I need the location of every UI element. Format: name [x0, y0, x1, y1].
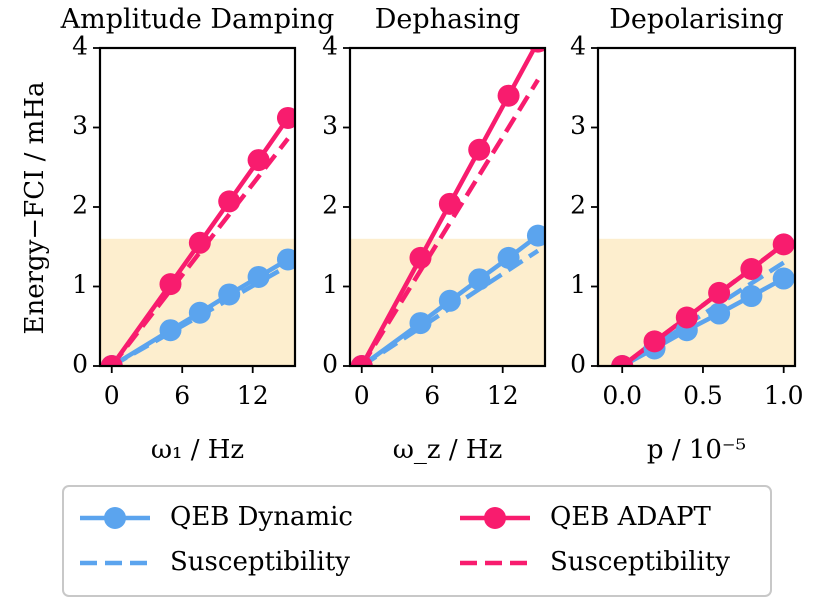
amplitude-damping-adapt-susceptibility-line	[109, 137, 290, 366]
depolarising-xlabel: p / 10⁻⁵	[647, 435, 746, 465]
depolarising-xtick-label: 1.0	[764, 381, 804, 410]
legend-dynamic-marker	[104, 507, 126, 529]
legend-adapt-susceptibility-label: Susceptibility	[550, 547, 730, 577]
dephasing-xtick-label: 6	[424, 381, 440, 410]
legend-adapt-label: QEB ADAPT	[550, 502, 712, 532]
amplitude-damping-ytick-label: 2	[72, 191, 88, 220]
amplitude-damping-adapt-point	[247, 149, 270, 172]
amplitude-damping-xtick-label: 0	[104, 381, 120, 410]
amplitude-damping-adapt-point	[100, 355, 123, 366]
depolarising-ytick-label: 1	[570, 270, 586, 299]
amplitude-damping-dynamic-point	[276, 248, 295, 271]
dephasing-adapt-point	[409, 246, 432, 269]
dephasing-adapt-point	[350, 355, 373, 366]
dephasing-ytick-label: 3	[322, 111, 338, 140]
depolarising-adapt-point	[643, 330, 666, 353]
dephasing-plot-area	[350, 48, 545, 366]
dephasing-adapt-point	[528, 48, 545, 53]
amplitude-damping-xtick-label: 12	[237, 381, 269, 410]
panel-depolarising: 0 1 2 3 4 0.0 0.5 1.0 Depolarising p / 10⁻⁵	[570, 4, 803, 465]
legend-dynamic-label: QEB Dynamic	[170, 502, 353, 532]
dephasing-dynamic-point	[409, 312, 432, 335]
depolarising-ytick-label: 0	[570, 350, 586, 379]
dephasing-dynamic-point	[438, 289, 461, 312]
amplitude-damping-adapt-point	[159, 273, 182, 296]
depolarising-ytick-label: 3	[570, 111, 586, 140]
amplitude-damping-ytick-label: 0	[72, 350, 88, 379]
depolarising-xtick-label: 0.5	[683, 381, 723, 410]
depolarising-adapt-point	[740, 258, 763, 281]
dephasing-ytick-label: 4	[322, 32, 338, 61]
dephasing-ytick-label: 1	[322, 270, 338, 299]
depolarising-adapt-point	[675, 306, 698, 329]
dephasing-xtick-label: 0	[354, 381, 370, 410]
amplitude-damping-adapt-point	[188, 231, 211, 254]
amplitude-damping-dynamic-point	[247, 265, 270, 288]
amplitude-damping-title: Amplitude Damping	[60, 4, 335, 35]
dephasing-dynamic-point	[468, 268, 491, 291]
dephasing-title: Dephasing	[375, 4, 521, 35]
dephasing-adapt-point	[497, 84, 520, 107]
amplitude-damping-adapt-point	[218, 190, 241, 213]
depolarising-xtick-label: 0.0	[602, 381, 642, 410]
dephasing-ytick-label: 0	[322, 350, 338, 379]
dephasing-adapt-point	[438, 192, 461, 215]
dephasing-dynamic-point	[497, 246, 520, 269]
depolarising-dynamic-point	[740, 285, 763, 308]
dephasing-dynamic-point	[526, 224, 545, 247]
depolarising-ytick-label: 2	[570, 191, 586, 220]
amplitude-damping-dynamic-point	[218, 283, 241, 306]
amplitude-damping-ytick-label: 3	[72, 111, 88, 140]
depolarising-dynamic-point	[708, 302, 731, 325]
amplitude-damping-xlabel: ω₁ / Hz	[151, 435, 244, 465]
legend-frame	[62, 485, 772, 597]
amplitude-damping-dynamic-point	[188, 301, 211, 324]
amplitude-damping-ytick-label: 1	[72, 270, 88, 299]
dephasing-adapt-susceptibility-line	[359, 78, 540, 366]
amplitude-damping-xtick-label: 6	[174, 381, 190, 410]
legend: QEB Dynamic Susceptibility QEB ADAPT Sus…	[62, 485, 772, 597]
dephasing-xtick-label: 12	[487, 381, 519, 410]
amplitude-damping-adapt-point	[276, 106, 295, 129]
dephasing-ytick-label: 2	[322, 191, 338, 220]
dephasing-xlabel: ω_z / Hz	[393, 435, 503, 465]
legend-dynamic-susceptibility-label: Susceptibility	[170, 547, 350, 577]
depolarising-adapt-point	[611, 355, 634, 366]
depolarising-ytick-label: 4	[570, 32, 586, 61]
depolarising-plot-area	[611, 233, 795, 366]
amplitude-damping-dynamic-point	[159, 319, 182, 342]
dephasing-adapt-point	[468, 138, 491, 161]
amplitude-damping-plot-area	[100, 106, 295, 366]
amplitude-damping-ytick-label: 4	[72, 32, 88, 61]
depolarising-adapt-point	[708, 281, 731, 304]
legend-adapt-marker	[484, 507, 506, 529]
depolarising-adapt-point	[772, 233, 795, 256]
y-axis-label: Energy−FCI / mHa	[20, 82, 50, 335]
depolarising-title: Depolarising	[609, 4, 784, 35]
depolarising-dynamic-point	[772, 267, 795, 290]
